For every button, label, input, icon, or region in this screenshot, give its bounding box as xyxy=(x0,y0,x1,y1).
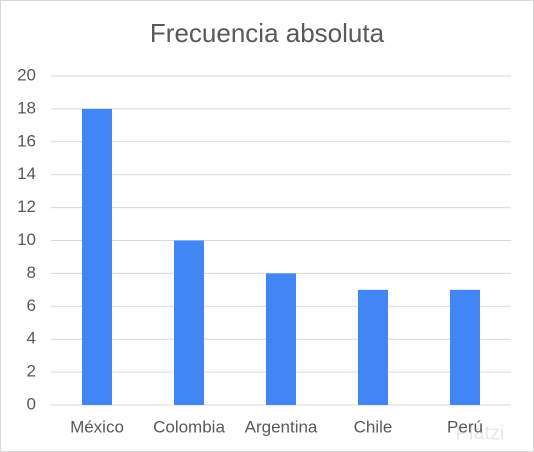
bar xyxy=(174,240,204,405)
x-tick-label: Argentina xyxy=(245,417,318,436)
y-tick-label: 14 xyxy=(17,164,36,183)
y-tick-label: 8 xyxy=(27,263,36,282)
bar xyxy=(450,289,480,405)
y-tick-label: 2 xyxy=(27,362,36,381)
y-tick-label: 20 xyxy=(17,65,36,84)
y-tick-label: 16 xyxy=(17,131,36,150)
bar xyxy=(358,289,388,405)
y-tick-label: 12 xyxy=(17,197,36,216)
y-tick-label: 18 xyxy=(17,98,36,117)
y-tick-label: 0 xyxy=(27,394,36,413)
y-tick-label: 6 xyxy=(27,296,36,315)
y-tick-label: 10 xyxy=(17,230,36,249)
x-tick-label: México xyxy=(70,417,124,436)
bar xyxy=(266,273,296,405)
x-tick-label: Chile xyxy=(354,417,393,436)
x-tick-label: Colombia xyxy=(153,417,225,436)
chart-title: Frecuencia absoluta xyxy=(150,18,385,48)
y-tick-label: 4 xyxy=(27,329,36,348)
watermark: Platzi xyxy=(456,422,505,444)
x-tick-label: Perú xyxy=(447,417,483,436)
bar xyxy=(82,108,112,406)
